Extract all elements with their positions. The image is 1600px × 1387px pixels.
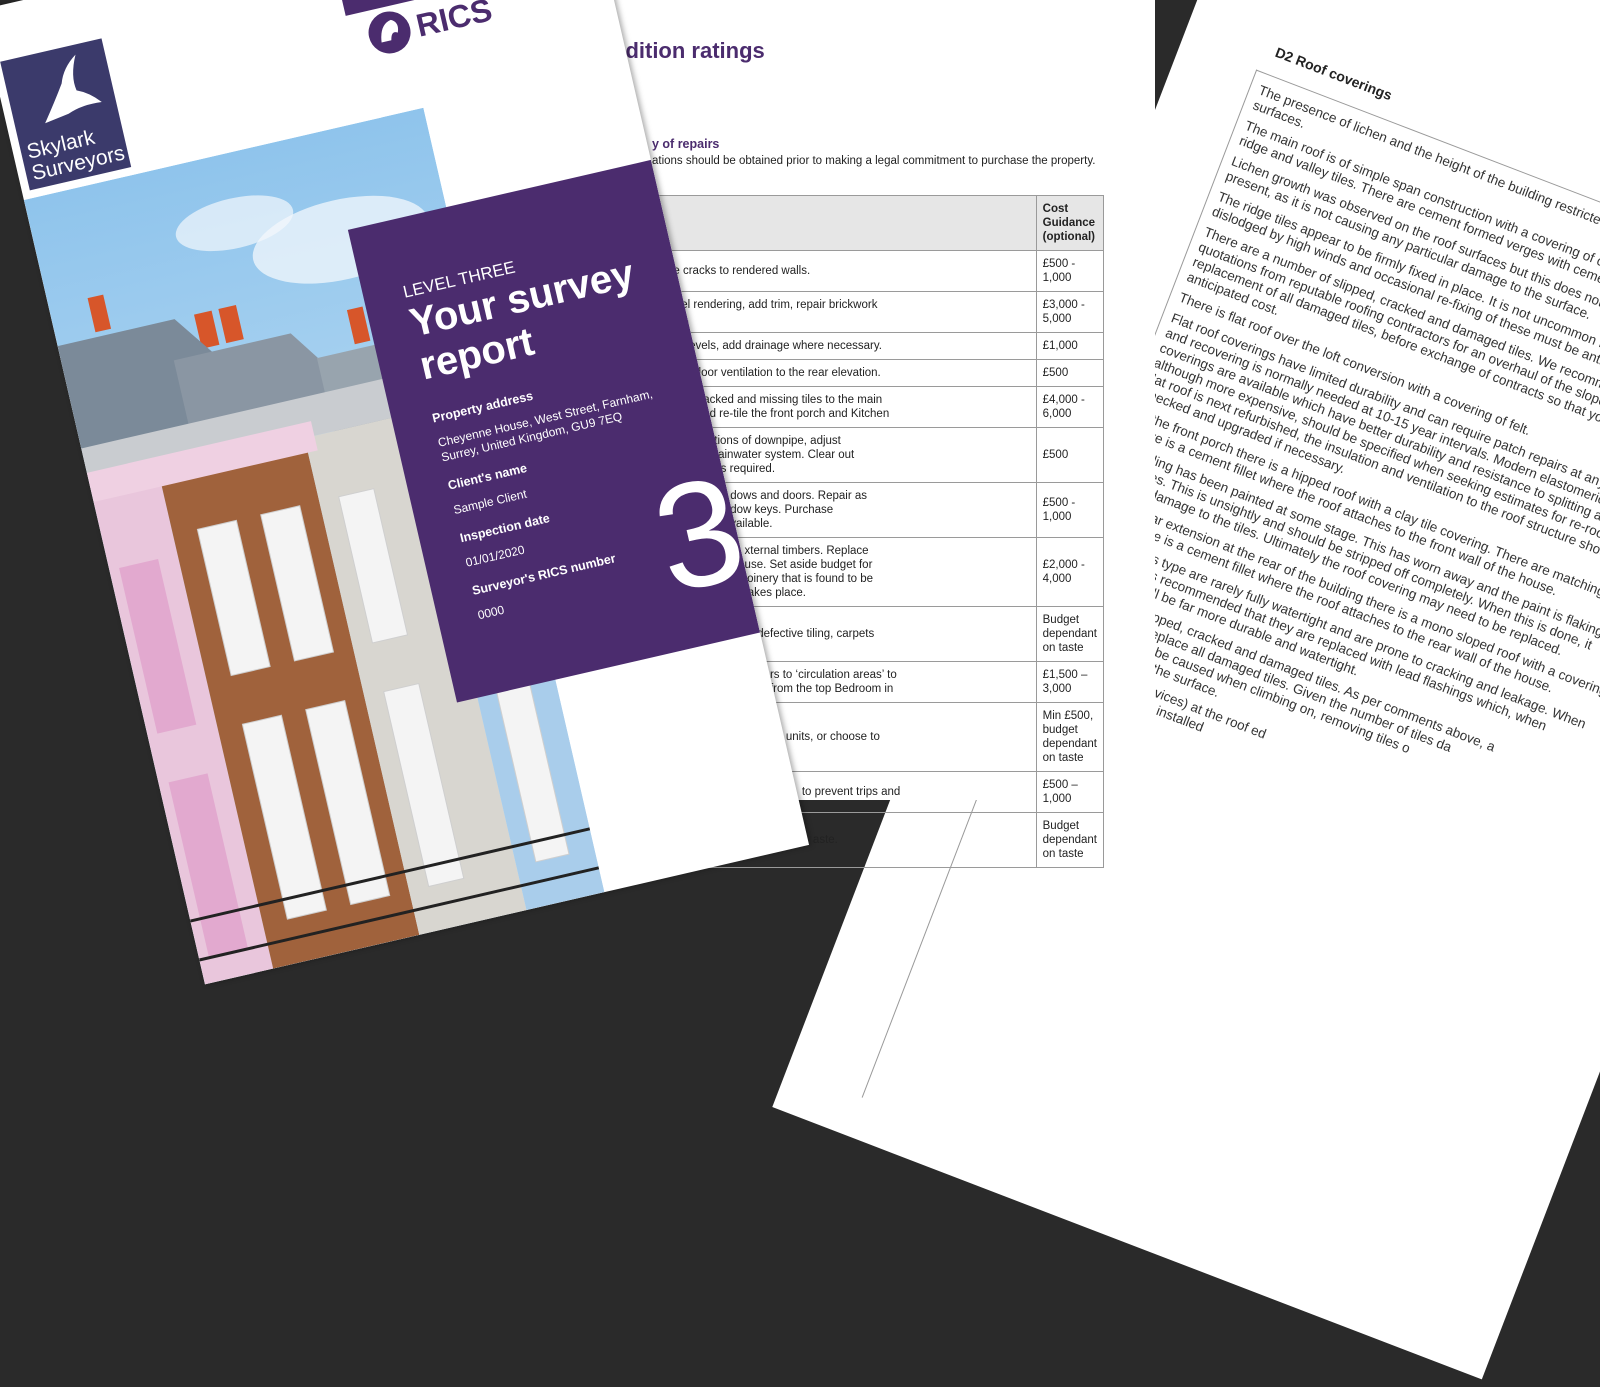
- table-cell: £500 - 1,000: [1035, 482, 1105, 538]
- header-row: Cost Guidance (optional): [640, 195, 1105, 251]
- table-row: xternal timbers. Replace use. Set aside …: [640, 537, 1105, 607]
- rics-text: RICS: [412, 0, 496, 44]
- table-cell: Min £500, budget dependant on taste: [1035, 702, 1105, 772]
- table-row: acked and missing tiles to the main nd r…: [640, 386, 1105, 428]
- table-cell: £3,000 - 5,000: [1035, 291, 1105, 333]
- bird-icon: [45, 54, 102, 124]
- rics-icon: [368, 11, 411, 54]
- table-cell: £500: [1035, 427, 1105, 483]
- table-cell: e cracks to rendered walls.: [640, 250, 1037, 292]
- table-cell: £500 - 1,000: [1035, 250, 1105, 292]
- heading: ndition ratings: [612, 38, 765, 63]
- table-cell: £1,500 – 3,000: [1035, 661, 1105, 703]
- table-cell: £2,000 - 4,000: [1035, 537, 1105, 607]
- table-cell: evels, add drainage where necessary.: [640, 332, 1037, 360]
- table-cell: £1,000: [1035, 332, 1105, 360]
- table-cell: £500: [1035, 359, 1105, 387]
- subheading: y of repairs: [652, 137, 720, 151]
- skylark-logo: Skylark Surveyors: [0, 38, 132, 191]
- header-cell: [640, 195, 1037, 251]
- table-cell: £500 – 1,000: [1035, 771, 1105, 813]
- table-cell: floor ventilation to the rear elevation.: [640, 359, 1037, 387]
- intro: ations should be obtained prior to makin…: [652, 155, 1096, 167]
- table-cell: £4,000 - 6,000: [1035, 386, 1105, 428]
- table-cell: Budget dependant on taste: [1035, 812, 1105, 868]
- table-cell: xternal timbers. Replace use. Set aside …: [640, 537, 1037, 607]
- table-row: e cracks to rendered walls. £500 - 1,000: [640, 250, 1105, 292]
- table-row: evels, add drainage where necessary. £1,0…: [640, 332, 1105, 360]
- table-cell: el rendering, add trim, repair brickwork…: [640, 291, 1037, 333]
- table-row: el rendering, add trim, repair brickwork…: [640, 291, 1105, 333]
- table-row: floor ventilation to the rear elevation.…: [640, 359, 1105, 387]
- table-cell: Budget dependant on taste: [1035, 606, 1105, 662]
- rics-logo: RICS: [363, 0, 496, 59]
- header-cell: Cost Guidance (optional): [1035, 195, 1105, 251]
